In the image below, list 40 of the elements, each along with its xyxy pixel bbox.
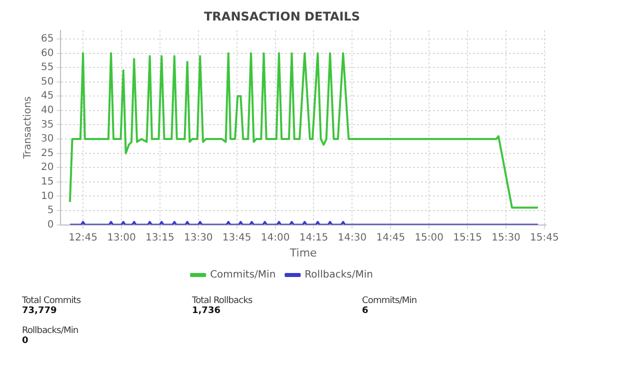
x-tick-label: 13:15 bbox=[146, 232, 174, 244]
legend-label: Commits/Min bbox=[210, 270, 276, 281]
x-tick-label: 13:45 bbox=[222, 232, 252, 244]
legend-label: Rollbacks/Min bbox=[304, 270, 373, 281]
x-tick-label: 15:15 bbox=[453, 232, 482, 244]
x-tick-label: 14:00 bbox=[260, 232, 290, 244]
y-tick-label: 55 bbox=[40, 62, 54, 74]
y-tick-label: 10 bbox=[40, 190, 54, 202]
x-tick-label: 15:00 bbox=[414, 232, 444, 244]
text: 73,779 bbox=[22, 306, 58, 316]
x-tick-label: 15:45 bbox=[530, 232, 559, 244]
y-tick-label: 35 bbox=[40, 119, 54, 130]
chart-title: TRANSACTION DETAILS bbox=[204, 9, 360, 24]
y-tick-label: 40 bbox=[40, 105, 54, 116]
x-tick-label: 14:15 bbox=[299, 232, 328, 244]
y-tick-label: 65 bbox=[40, 34, 54, 45]
text: Total Commits bbox=[22, 296, 82, 306]
y-tick-label: 25 bbox=[40, 148, 54, 159]
y-tick-label: 0 bbox=[47, 219, 54, 230]
y-tick-label: 30 bbox=[40, 134, 54, 145]
y-tick-label: 60 bbox=[40, 48, 54, 59]
x-tick-label: 13:00 bbox=[107, 232, 136, 244]
y-tick-label: 20 bbox=[40, 162, 54, 174]
x-tick-label: 15:30 bbox=[492, 232, 520, 244]
y-tick-label: 50 bbox=[40, 76, 54, 88]
text: 1,736 bbox=[192, 306, 222, 316]
x-axis-title: Time bbox=[288, 246, 318, 260]
y-axis-title: Transactions bbox=[22, 96, 34, 160]
x-tick-label: 14:30 bbox=[338, 232, 367, 244]
text: Total Rollbacks bbox=[192, 296, 254, 306]
y-tick-label: 5 bbox=[47, 205, 54, 216]
y-tick-label: 45 bbox=[40, 90, 54, 102]
x-tick-label: 13:30 bbox=[184, 232, 213, 244]
y-tick-label: 15 bbox=[40, 176, 54, 188]
x-tick-label: 12:45 bbox=[68, 232, 98, 244]
text: Rollbacks/Min bbox=[22, 326, 80, 336]
text: Commits/Min bbox=[362, 296, 418, 306]
text: 6 bbox=[362, 306, 370, 316]
text: 0 bbox=[22, 336, 30, 346]
x-tick-label: 14:45 bbox=[376, 232, 406, 244]
